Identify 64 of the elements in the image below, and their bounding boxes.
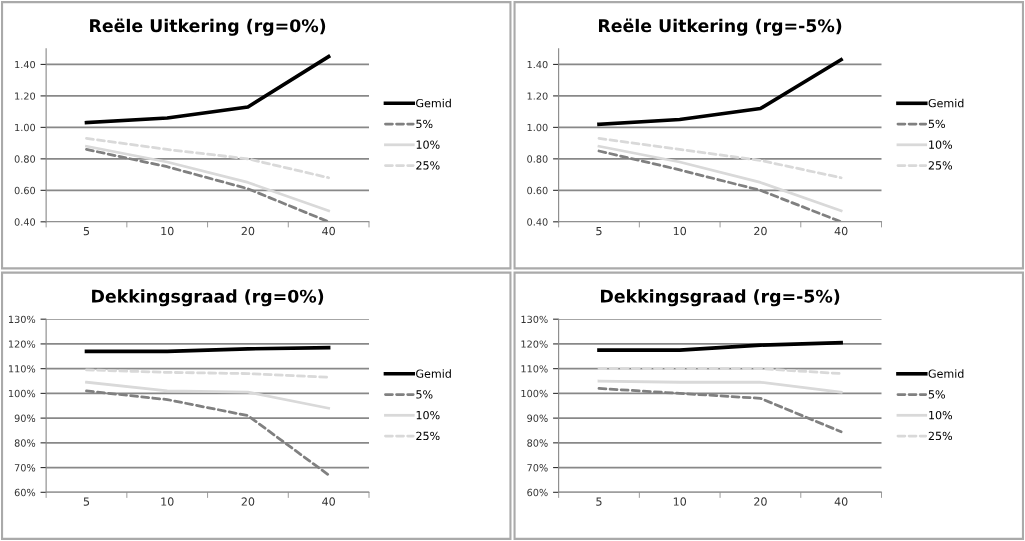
y-tick-label: 130%	[8, 315, 36, 324]
y-tick-label: 60%	[527, 488, 548, 497]
x-tick-label: 40	[322, 497, 335, 506]
x-tick-label: 5	[596, 227, 602, 236]
y-tick-label: 0.40	[14, 218, 36, 226]
legend-label: 25%	[416, 431, 440, 441]
x-tick-label: 40	[834, 497, 848, 506]
y-tick-label: 1.20	[15, 92, 36, 100]
x-tick-label: 10	[161, 226, 174, 236]
legend-label: Gemid	[928, 98, 964, 108]
legend-label: 25%	[928, 161, 953, 170]
x-tick-label: 20	[754, 226, 767, 236]
y-tick-label: 90%	[14, 414, 36, 422]
y-tick-label: 90%	[527, 414, 548, 422]
x-tick-label: 40	[322, 226, 335, 236]
y-tick-label: 1.40	[15, 60, 36, 69]
legend-label: 5%	[928, 119, 945, 129]
y-tick-label: 100%	[521, 389, 548, 398]
legend-label: 25%	[416, 161, 440, 170]
y-tick-label: 1.00	[527, 123, 548, 132]
legend-label: 10%	[416, 410, 440, 420]
x-tick-label: 5	[596, 497, 602, 506]
legend-label: 10%	[929, 140, 953, 149]
legend-label: 5%	[928, 390, 945, 399]
y-tick-label: 0.60	[14, 186, 36, 195]
y-tick-label: 70%	[527, 464, 548, 472]
x-tick-label: 40	[834, 226, 848, 236]
y-tick-label: 60%	[14, 488, 36, 497]
y-tick-label: 100%	[8, 389, 36, 398]
y-tick-label: 0.60	[527, 186, 548, 195]
y-tick-label: 1.00	[15, 123, 36, 132]
legend-label: Gemid	[416, 369, 451, 378]
chart-title: Dekkingsgraad (rg=0%)	[92, 289, 324, 307]
chart-title: Reële Uitkering (rg=-5%)	[598, 18, 842, 36]
legend-label: 25%	[928, 431, 953, 441]
y-tick-label: 120%	[8, 340, 36, 348]
y-tick-label: 120%	[521, 340, 548, 348]
y-tick-label: 130%	[521, 315, 548, 324]
y-tick-label: 110%	[8, 365, 36, 373]
y-tick-label: 1.40	[527, 60, 548, 69]
x-tick-label: 20	[241, 497, 255, 506]
legend-label: Gemid	[928, 369, 964, 378]
chart-title: Dekkingsgraad (rg=-5%)	[601, 289, 840, 307]
y-tick-label: 80%	[527, 439, 548, 447]
x-tick-label: 10	[673, 497, 687, 506]
y-tick-label: 70%	[14, 464, 36, 472]
legend-label: 5%	[416, 119, 433, 129]
legend-label: 10%	[929, 410, 953, 420]
legend-label: 5%	[416, 390, 433, 399]
x-tick-label: 20	[241, 226, 255, 236]
x-tick-label: 10	[161, 497, 174, 506]
x-tick-label: 20	[754, 497, 767, 506]
y-tick-label: 110%	[521, 365, 548, 373]
x-tick-label: 10	[673, 226, 687, 236]
chart-title: Reële Uitkering (rg=0%)	[90, 18, 326, 36]
y-tick-label: 0.40	[527, 218, 548, 226]
legend-label: 10%	[416, 140, 440, 149]
y-tick-label: 80%	[14, 439, 36, 447]
x-tick-label: 5	[83, 227, 90, 236]
y-tick-label: 1.20	[527, 92, 548, 100]
legend-label: Gemid	[416, 98, 451, 108]
y-tick-label: 0.80	[14, 155, 36, 163]
y-tick-label: 0.80	[527, 155, 548, 163]
x-tick-label: 5	[83, 497, 90, 506]
